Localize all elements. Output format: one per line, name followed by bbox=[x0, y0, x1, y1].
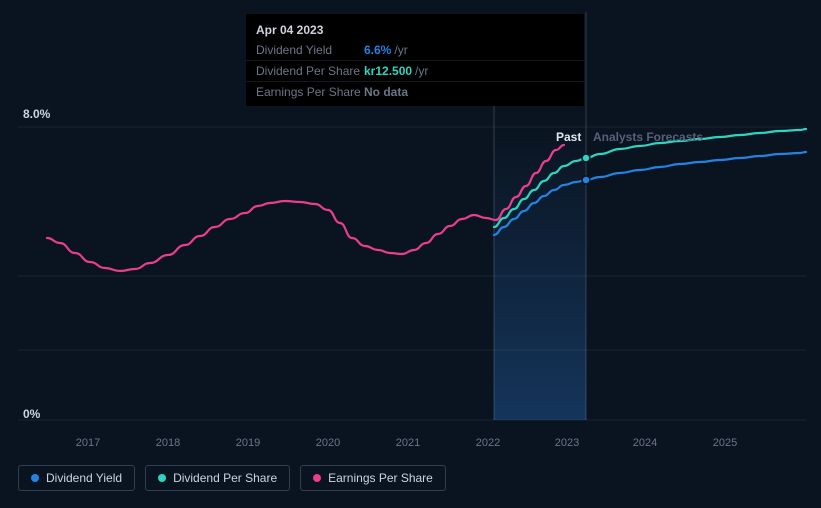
x-tick-label: 2020 bbox=[316, 437, 340, 449]
x-tick-label: 2025 bbox=[713, 437, 737, 449]
tooltip-row-label: Dividend Per Share bbox=[256, 64, 364, 78]
x-axis-labels: 2017 2018 2019 2020 2021 2022 2023 2024 2025 bbox=[0, 437, 821, 451]
legend-dot-icon bbox=[31, 474, 39, 482]
legend-item[interactable]: Dividend Per Share bbox=[145, 465, 290, 491]
tooltip-row: Dividend Yield6.6%/yr bbox=[246, 40, 584, 61]
y-axis-max: 8.0% bbox=[23, 107, 50, 121]
y-axis-min: 0% bbox=[23, 407, 40, 421]
legend-label: Earnings Per Share bbox=[328, 471, 433, 485]
legend-dot-icon bbox=[313, 474, 321, 482]
past-label: Past bbox=[556, 130, 581, 144]
tooltip-date: Apr 04 2023 bbox=[246, 18, 584, 40]
x-tick-label: 2018 bbox=[156, 437, 180, 449]
chart-legend: Dividend Yield Dividend Per Share Earnings… bbox=[18, 465, 446, 491]
legend-item[interactable]: Earnings Per Share bbox=[300, 465, 446, 491]
legend-item[interactable]: Dividend Yield bbox=[18, 465, 135, 491]
tooltip-row-value: kr12.500/yr bbox=[364, 64, 428, 78]
x-tick-label: 2024 bbox=[633, 437, 657, 449]
x-tick-label: 2019 bbox=[236, 437, 260, 449]
x-tick-label: 2023 bbox=[555, 437, 579, 449]
legend-label: Dividend Per Share bbox=[173, 471, 277, 485]
tooltip-row-value: No data bbox=[364, 85, 411, 99]
tooltip-row-value: 6.6%/yr bbox=[364, 43, 408, 57]
legend-dot-icon bbox=[158, 474, 166, 482]
x-tick-label: 2017 bbox=[76, 437, 100, 449]
tooltip-row: Dividend Per Sharekr12.500/yr bbox=[246, 61, 584, 82]
tooltip-row-label: Dividend Yield bbox=[256, 43, 364, 57]
x-tick-label: 2021 bbox=[396, 437, 420, 449]
x-tick-label: 2022 bbox=[476, 437, 500, 449]
hover-tooltip: Apr 04 2023 Dividend Yield6.6%/yrDividen… bbox=[246, 14, 584, 106]
forecast-label: Analysts Forecasts bbox=[593, 130, 703, 144]
tooltip-row: Earnings Per ShareNo data bbox=[246, 82, 584, 102]
tooltip-row-label: Earnings Per Share bbox=[256, 85, 364, 99]
legend-label: Dividend Yield bbox=[46, 471, 122, 485]
